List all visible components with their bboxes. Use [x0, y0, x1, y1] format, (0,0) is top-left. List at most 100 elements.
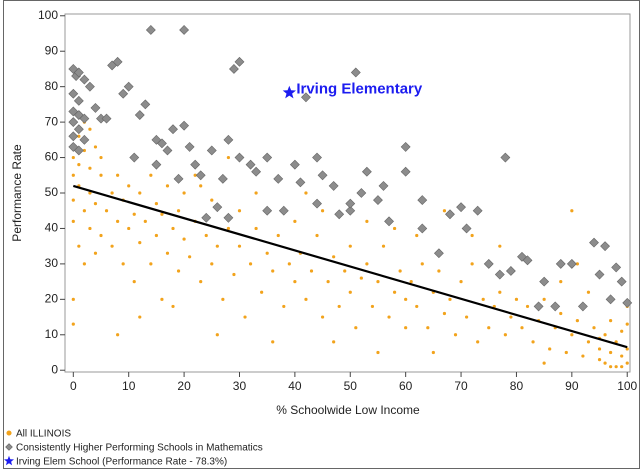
x-tick-label: 50	[344, 379, 358, 393]
point	[254, 191, 258, 195]
point	[603, 361, 607, 365]
diamond-point	[223, 212, 234, 223]
point	[71, 198, 75, 202]
point	[99, 233, 103, 238]
point	[409, 280, 413, 284]
y-tick-label: 80	[45, 79, 59, 93]
point	[309, 269, 314, 273]
diamond-point	[90, 103, 101, 113]
point	[387, 315, 391, 319]
diamond-point	[223, 134, 234, 145]
point	[597, 347, 602, 351]
frame	[3, 0, 640, 469]
point	[149, 262, 153, 266]
diamond-point	[611, 262, 622, 273]
diamond-point	[212, 202, 223, 213]
diamond-point	[190, 159, 201, 170]
diamond-point	[73, 95, 84, 106]
diamond-point	[278, 205, 289, 216]
diamond-point	[417, 195, 428, 206]
point	[343, 269, 347, 273]
point	[210, 262, 214, 266]
x-tick-label: 10	[122, 379, 136, 393]
point	[326, 280, 330, 284]
point	[221, 297, 225, 301]
point	[116, 333, 120, 337]
diamond-point	[134, 110, 145, 120]
diamond-point	[334, 209, 345, 220]
diamond-point	[79, 74, 90, 85]
diamond-point	[245, 159, 256, 170]
point	[182, 191, 186, 195]
diamond-point	[68, 131, 79, 142]
diamond-point	[533, 301, 544, 312]
point	[232, 272, 236, 277]
x-tick-label: 100	[617, 379, 637, 393]
point	[531, 340, 535, 344]
point	[110, 244, 114, 248]
point	[116, 219, 120, 223]
diamond-point	[179, 25, 190, 35]
diamond-point	[251, 166, 262, 177]
diamond-point	[361, 166, 372, 177]
y-tick-label: 100	[38, 8, 58, 22]
point	[88, 127, 92, 131]
point	[376, 280, 380, 284]
diamond-point	[262, 152, 273, 163]
diamond-point	[400, 166, 411, 177]
point	[138, 315, 142, 319]
point	[359, 276, 363, 280]
point	[104, 209, 109, 213]
point	[559, 280, 563, 284]
point	[415, 233, 419, 238]
diamond-point	[622, 297, 633, 308]
point	[93, 202, 98, 206]
diamond-point	[112, 56, 123, 67]
point	[160, 212, 164, 216]
diamond-point	[68, 88, 79, 99]
diamond-point	[201, 212, 212, 223]
diamond-point	[118, 88, 129, 99]
diamond-point	[79, 113, 90, 124]
diamond-point	[73, 124, 84, 135]
diamond-point	[456, 202, 466, 213]
point	[215, 244, 219, 248]
point	[348, 290, 352, 294]
point	[348, 244, 352, 248]
point	[82, 209, 86, 213]
y-tick-label: 10	[45, 327, 59, 341]
point	[586, 290, 591, 294]
point	[459, 280, 463, 284]
point	[199, 184, 203, 188]
diamond-point	[600, 241, 610, 252]
diamond-point	[483, 258, 494, 269]
diamond-point	[378, 180, 389, 191]
trend-line	[73, 184, 628, 349]
diamond-point	[494, 269, 505, 280]
point	[210, 198, 214, 202]
point	[127, 226, 131, 231]
point	[176, 209, 181, 213]
diamond-point	[295, 177, 306, 188]
x-tick-label: 80	[510, 379, 524, 393]
point	[171, 226, 175, 231]
x-tick-label: 30	[233, 379, 247, 393]
diamond-point	[101, 113, 112, 124]
point	[597, 357, 602, 362]
point	[592, 326, 596, 330]
point	[448, 297, 452, 301]
point	[420, 262, 424, 266]
diamond-point	[184, 141, 195, 152]
point	[470, 262, 474, 266]
point	[315, 233, 319, 238]
diamond-point	[605, 294, 616, 305]
diamond-point	[312, 198, 322, 209]
point	[509, 315, 513, 319]
point	[282, 304, 286, 309]
point	[542, 297, 546, 301]
diamond-point	[555, 258, 566, 269]
point	[354, 326, 358, 330]
point	[71, 322, 75, 326]
point	[476, 340, 480, 344]
diamond-point	[445, 209, 455, 220]
